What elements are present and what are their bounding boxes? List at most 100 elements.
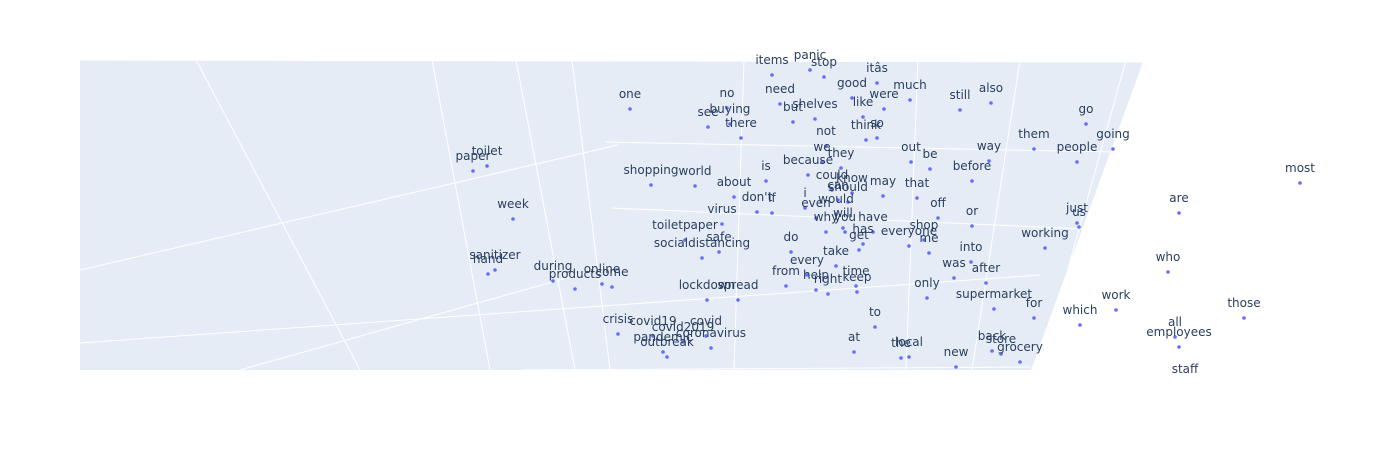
point-label-112: new [944,345,969,359]
point-marker-52 [841,226,845,230]
point-marker-98 [651,334,655,338]
point-marker-8 [628,107,632,111]
point-label-55: have [858,210,887,224]
point-label-29: be [923,147,938,161]
point-label-31: people [1057,140,1098,154]
point-marker-107 [907,355,911,359]
point-label-83: after [972,261,1000,275]
point-label-46: i [803,186,806,200]
point-label-47: if [768,191,776,205]
point-marker-65 [922,238,926,242]
point-label-85: help [803,268,829,282]
point-marker-113 [1183,382,1187,386]
point-marker-85 [814,288,818,292]
gridline-10 [611,207,1086,230]
point-marker-78 [551,279,555,283]
point-label-70: working [1021,226,1069,240]
point-label-9: buying [710,102,751,116]
point-marker-110 [999,352,1003,356]
point-marker-87 [855,290,859,294]
point-label-48: would [818,192,854,206]
gridline-6 [971,59,1021,370]
point-label-98: covid19 [629,314,676,328]
gridline-12 [239,265,610,370]
point-label-39: know [836,171,868,185]
point-labels: items stop itâs panic good much need no one buyin… [456,48,1316,376]
plot-scene[interactable] [80,59,1302,386]
gridlines [80,59,1144,370]
point-markers [471,68,1302,386]
point-marker-90 [1114,308,1118,312]
point-marker-43 [846,200,850,204]
point-marker-108 [899,356,903,360]
point-label-65: shop [910,218,939,232]
point-marker-109 [990,349,994,353]
point-marker-103 [665,355,669,359]
point-label-22: them [1018,127,1049,141]
point-marker-48 [834,212,838,216]
point-label-40: may [870,174,896,188]
point-label-93: for [1026,296,1043,310]
point-label-61: toiletpaper [652,218,718,232]
point-label-57: just [1065,201,1088,215]
point-marker-79 [573,287,577,291]
point-label-26: we [813,140,830,154]
point-marker-16 [989,101,993,105]
point-marker-7 [725,106,729,110]
point-marker-33 [764,179,768,183]
point-marker-14 [875,136,879,140]
point-marker-104 [1173,335,1177,339]
point-marker-19 [739,136,743,140]
point-label-33: is [761,159,771,173]
point-label-20: not [816,124,836,138]
point-label-4: good [837,76,867,90]
gridline-7 [1039,59,1127,370]
point-marker-22 [1032,147,1036,151]
point-marker-57 [1075,221,1079,225]
point-label-49: even [801,196,830,210]
point-label-51: virus [707,202,736,216]
point-marker-29 [928,167,932,171]
point-marker-18 [706,125,710,129]
point-marker-21 [864,138,868,142]
point-marker-10 [791,120,795,124]
point-label-113: staff [1172,362,1199,376]
point-marker-99 [704,334,708,338]
point-label-59: are [1169,191,1188,205]
point-marker-92 [736,298,740,302]
point-label-64: everyone [881,224,937,238]
point-label-105: employees [1146,325,1211,339]
point-marker-9 [728,122,732,126]
point-marker-68 [789,250,793,254]
point-label-90: work [1101,288,1130,302]
point-marker-27 [839,166,843,170]
point-marker-101 [661,350,665,354]
point-label-18: see [697,105,718,119]
point-label-53: why [814,210,839,224]
point-marker-76 [805,273,809,277]
gridline-3 [571,59,611,370]
point-marker-44 [915,196,919,200]
point-marker-100 [681,340,685,344]
point-marker-75 [493,268,497,272]
point-label-25: paper [456,149,491,163]
point-label-103: outbreak [640,335,694,349]
point-marker-20 [824,144,828,148]
point-marker-67 [857,248,861,252]
point-marker-12 [861,115,865,119]
point-marker-50 [936,216,940,220]
point-label-97: crisis [603,312,634,326]
point-marker-111 [1018,360,1022,364]
point-marker-63 [861,242,865,246]
point-label-71: into [960,240,983,254]
point-label-111: grocery [997,340,1043,354]
point-marker-88 [925,296,929,300]
point-label-94: which [1063,303,1098,317]
point-label-1: stop [811,55,837,69]
point-marker-55 [871,230,875,234]
point-label-67: get [849,228,869,242]
point-label-89: supermarket [956,287,1032,301]
point-label-62: safe [706,230,731,244]
point-label-38: could [816,168,849,182]
